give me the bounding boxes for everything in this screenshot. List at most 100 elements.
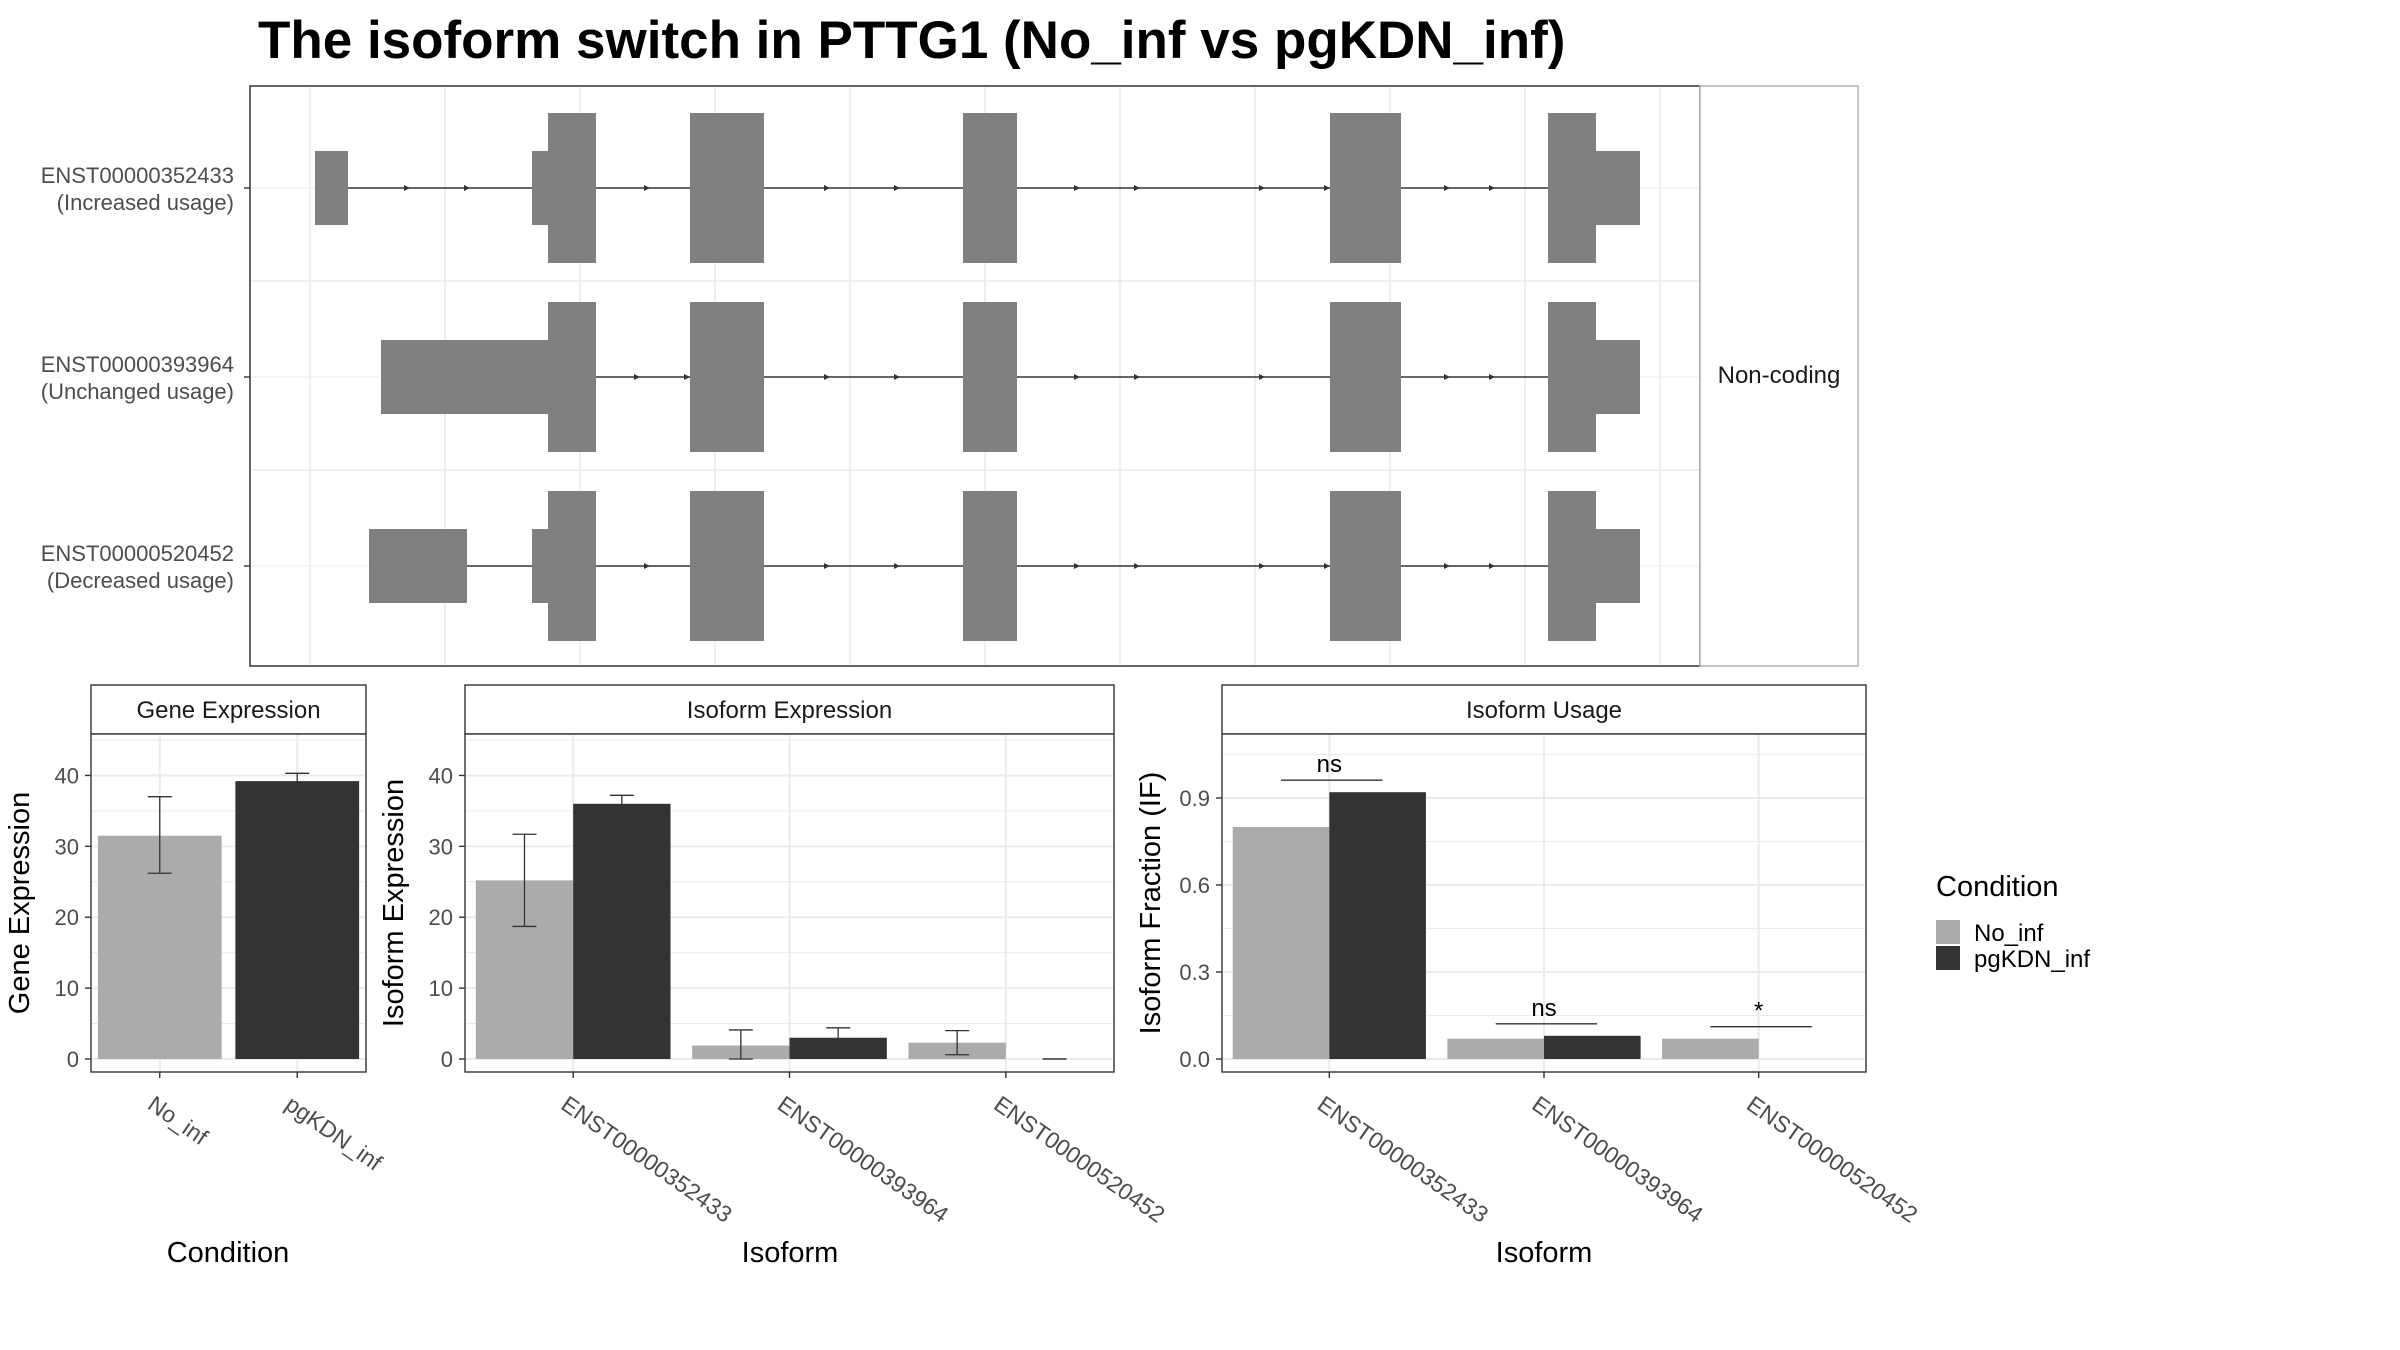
y-tick-label: 40 — [55, 763, 79, 788]
x-tick-label: ENST00000393964 — [773, 1091, 954, 1228]
exon — [1548, 302, 1596, 452]
bar-No_inf — [1232, 827, 1330, 1059]
strand-arrow-icon — [1134, 374, 1140, 380]
y-tick-label: 40 — [429, 763, 453, 788]
bar-pgKDN_inf — [1329, 792, 1426, 1059]
strand-arrow-icon — [1444, 563, 1450, 569]
isoform-usage-panel: Isoform Usage 0.0 0.3 0.6 0.9 Isoform Fractio… — [1135, 684, 1923, 1269]
y-tick-label: 30 — [429, 834, 453, 859]
strand-arrow-icon — [1134, 563, 1140, 569]
strand-arrow-icon — [644, 563, 650, 569]
exon — [690, 491, 764, 641]
transcript-id-label: ENST00000520452 — [41, 541, 234, 566]
exon — [548, 302, 596, 452]
exon — [1548, 491, 1596, 641]
strand-arrow-icon — [894, 374, 900, 380]
y-tick-label: 20 — [429, 905, 453, 930]
utr-exon — [1596, 529, 1640, 603]
strand-arrow-icon — [1324, 185, 1330, 191]
legend-label-no-inf: No_inf — [1974, 920, 2044, 947]
strand-arrow-icon — [1074, 185, 1080, 191]
bar-pgKDN_inf — [789, 1037, 887, 1059]
exon — [690, 302, 764, 452]
y-tick-label: 0 — [67, 1047, 79, 1072]
strand-arrow-icon — [1074, 563, 1080, 569]
transcript-row-ENST00000393964 — [381, 302, 1640, 452]
strand-arrow-icon — [464, 185, 470, 191]
legend-swatch-no-inf — [1936, 920, 1960, 944]
strand-arrow-icon — [644, 185, 650, 191]
strand-arrow-icon — [1489, 374, 1495, 380]
strand-arrow-icon — [1444, 374, 1450, 380]
structure-facet-strip — [1699, 85, 1859, 667]
transcript-usage-label: (Unchanged usage) — [41, 379, 234, 404]
legend-swatch-pgkdn-inf — [1936, 946, 1960, 970]
y-axis-title: Gene Expression — [4, 792, 36, 1014]
x-tick-label: No_inf — [143, 1091, 213, 1151]
strand-arrow-icon — [894, 185, 900, 191]
strand-arrow-icon — [1444, 185, 1450, 191]
legend-title: Condition — [1936, 871, 2059, 903]
utr-exon — [1596, 340, 1640, 414]
exon — [548, 113, 596, 263]
x-axis-title: Isoform — [1496, 1237, 1593, 1269]
transcript-row-ENST00000520452 — [369, 491, 1640, 641]
y-tick-label: 0.9 — [1179, 786, 1210, 811]
strand-arrow-icon — [1489, 185, 1495, 191]
panel-strip-label: Isoform Usage — [1466, 697, 1622, 724]
panel-strip — [464, 684, 1115, 735]
y-tick-label: 0.3 — [1179, 960, 1210, 985]
x-tick-label: ENST00000393964 — [1527, 1091, 1708, 1228]
bar-pgKDN_inf — [573, 803, 671, 1059]
utr-exon — [369, 529, 467, 603]
significance-label: * — [1754, 998, 1763, 1025]
strand-arrow-icon — [824, 185, 830, 191]
x-tick-label: pgKDN_inf — [281, 1091, 388, 1176]
strand-arrow-icon — [894, 563, 900, 569]
y-axis-title: Isoform Expression — [378, 779, 410, 1027]
bar-pgKDN_inf — [235, 781, 360, 1059]
bar-pgKDN_inf — [1544, 1035, 1641, 1059]
strand-arrow-icon — [634, 374, 640, 380]
x-tick-label: ENST00000520452 — [1742, 1091, 1922, 1228]
transcript-structure-panel: Non-coding ENST00000352433(Increased usa… — [41, 85, 1859, 667]
x-tick-label: ENST00000352433 — [1313, 1091, 1493, 1228]
gene-expression-panel: Gene Expression 0 10 20 30 40 Gene Expression N… — [4, 684, 388, 1269]
exon — [963, 491, 1017, 641]
y-axis-title: Isoform Fraction (IF) — [1135, 772, 1167, 1035]
utr-exon — [532, 529, 548, 603]
significance-label: ns — [1317, 751, 1342, 778]
transcript-id-label: ENST00000352433 — [41, 163, 234, 188]
strand-arrow-icon — [1259, 185, 1265, 191]
exon — [1548, 113, 1596, 263]
panel-strip-label: Isoform Expression — [687, 697, 892, 724]
y-tick-label: 20 — [55, 905, 79, 930]
y-tick-label: 30 — [55, 834, 79, 859]
transcript-usage-label: (Decreased usage) — [47, 568, 234, 593]
utr-exon — [381, 340, 548, 414]
strand-arrow-icon — [824, 374, 830, 380]
strand-arrow-icon — [684, 374, 690, 380]
strand-arrow-icon — [1134, 185, 1140, 191]
exon — [963, 113, 1017, 263]
y-tick-label: 0.0 — [1179, 1047, 1210, 1072]
structure-rows — [315, 113, 1640, 641]
transcript-usage-label: (Increased usage) — [57, 190, 234, 215]
figure-title: The isoform switch in PTTG1 (No_inf vs p… — [258, 11, 1565, 70]
facet-label-non-coding: Non-coding — [1718, 362, 1841, 389]
condition-legend: Condition No_inf pgKDN_inf — [1936, 871, 2090, 973]
strand-arrow-icon — [1074, 374, 1080, 380]
strand-arrow-icon — [1324, 563, 1330, 569]
x-axis-title: Isoform — [742, 1237, 839, 1269]
panel-strip — [90, 684, 367, 735]
bar-No_inf — [1447, 1038, 1544, 1059]
strand-arrow-icon — [824, 563, 830, 569]
transcript-row-ENST00000352433 — [315, 113, 1640, 263]
y-tick-label: 10 — [429, 976, 453, 1001]
exon — [1330, 302, 1401, 452]
y-tick-label: 10 — [55, 976, 79, 1001]
strand-arrow-icon — [1259, 374, 1265, 380]
significance-label: ns — [1531, 995, 1556, 1022]
y-tick-label: 0 — [441, 1047, 453, 1072]
